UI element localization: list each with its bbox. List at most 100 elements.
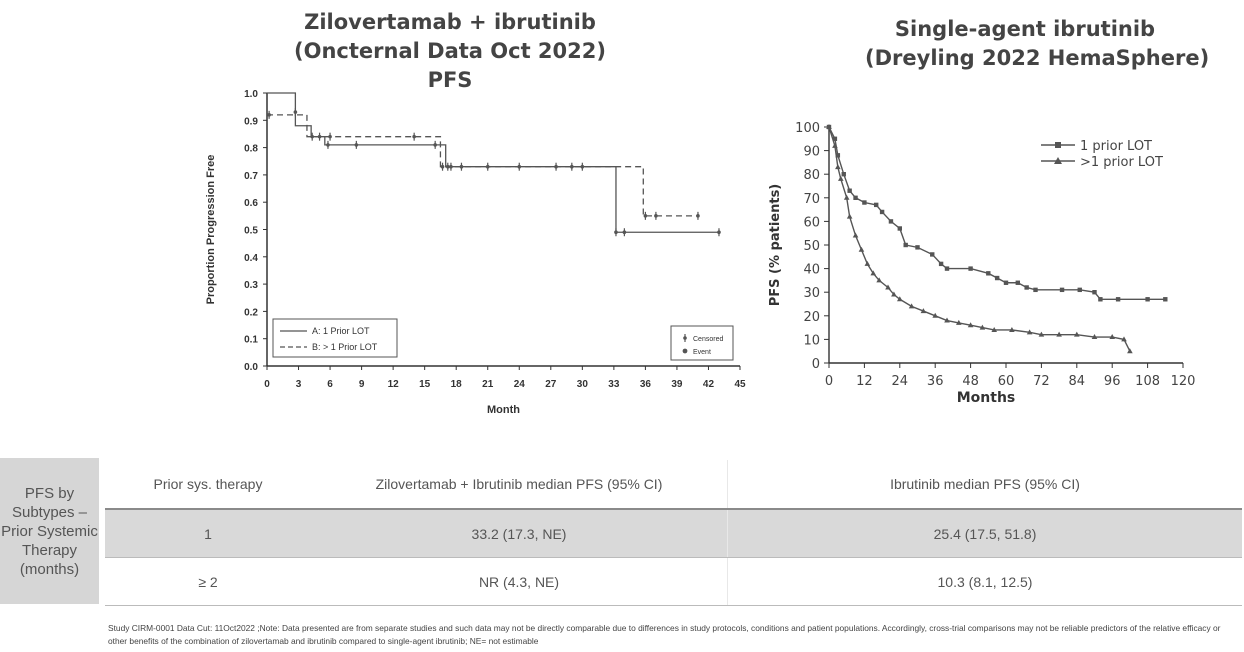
x-tick-label: 36 [640,379,652,390]
table-row: ≥ 2 NR (4.3, NE) 10.3 (8.1, 12.5) [105,557,1242,606]
x-tick-label: 96 [1104,374,1121,389]
series-line-a [267,92,719,233]
legend-event-marker [682,348,688,354]
right-chart-title: Single-agent ibrutinib (Dreyling 2022 He… [865,15,1209,73]
legend-censored-marker [683,336,687,340]
y-tick-label: 0.6 [244,198,258,209]
data-point [317,134,322,139]
data-point [412,134,416,139]
x-tick-label: 12 [856,374,873,389]
legend-label: Censored [693,336,723,343]
y-tick-label: 0 [812,357,820,372]
data-point [853,195,858,200]
x-tick-label: 30 [577,379,589,390]
y-tick-label: 0.0 [244,362,258,373]
data-point [1056,331,1062,337]
left-chart-title-line-1: Zilovertamab + ibrutinib [304,10,596,34]
data-point [968,266,973,271]
data-point [1074,331,1080,337]
data-point [1026,329,1033,335]
data-point [852,232,859,238]
y-tick-label: 0.1 [244,335,258,346]
data-point [1033,287,1038,293]
data-point [944,266,950,271]
x-tick-label: 15 [419,379,431,390]
data-point [1009,326,1015,332]
y-tick-label: 60 [803,215,820,230]
data-point [696,214,700,218]
y-tick-label: 10 [803,333,820,348]
legend-box [272,318,398,358]
data-point [874,202,879,208]
y-axis-label: PFS (% patients) [768,184,783,307]
data-point [843,194,850,200]
right-chart-title-line-1: Single-agent ibrutinib [894,17,1156,41]
data-point [915,245,920,250]
data-point [864,260,871,266]
x-tick-label: 39 [671,379,683,390]
data-point [903,242,908,248]
data-point [847,188,852,193]
data-point [897,296,903,302]
data-point [614,230,618,235]
x-tick-label: 48 [962,374,979,389]
x-tick-label: 12 [388,379,400,390]
y-tick-label: 70 [803,192,820,207]
x-tick-label: 18 [451,379,463,390]
data-point [310,134,314,139]
left-chart-title: Zilovertamab + ibrutinib (Oncternal Data… [265,8,635,95]
table-header-combo-pfs: Zilovertamab + Ibrutinib median PFS (95%… [311,460,728,510]
data-point [622,230,627,235]
table-cell: 33.2 (17.3, NE) [311,509,728,558]
data-point [1109,334,1115,340]
data-point [445,164,450,169]
x-tick-label: 42 [703,379,715,390]
table-header-row: Prior sys. therapy Zilovertamab + Ibruti… [105,460,1242,510]
data-point [838,175,844,181]
data-point [938,261,944,267]
x-tick-label: 45 [734,379,746,390]
x-tick-label: 24 [514,379,526,390]
x-tick-label: 60 [998,374,1015,389]
data-point [328,134,332,139]
x-tick-label: 0 [264,379,270,390]
x-tick-label: 21 [482,379,494,390]
data-point [654,214,658,218]
data-point [862,200,867,205]
y-tick-label: 0.8 [244,144,258,155]
data-point [459,164,464,169]
table-row: 1 33.2 (17.3, NE) 25.4 (17.5, 51.8) [105,509,1242,558]
data-point [267,113,271,117]
data-point [835,164,841,170]
table-cell: ≥ 2 [105,557,311,606]
data-point [1024,285,1029,290]
data-point [986,271,991,276]
x-tick-label: 9 [359,379,365,390]
y-tick-label: 40 [803,263,820,278]
data-point [1015,280,1020,285]
data-point [944,317,950,323]
legend-label: B: > 1 Prior LOT [312,342,378,352]
y-tick-label: 0.9 [244,116,258,127]
data-point [1115,297,1121,302]
data-point [580,164,585,169]
data-point [1098,297,1103,302]
left-chart-title-line-3: PFS [427,68,473,92]
data-point [1091,334,1098,340]
x-tick-label: 84 [1069,374,1086,389]
x-tick-label: 33 [608,379,620,390]
x-axis-label: Month [487,404,520,416]
table-cell: 1 [105,509,311,558]
data-point [1127,348,1133,354]
y-tick-label: 20 [803,310,820,325]
data-point [879,209,885,215]
data-point [1038,331,1045,337]
data-point [717,230,721,235]
x-tick-label: 0 [825,374,833,389]
x-tick-label: 3 [296,379,302,390]
table-side-label-text: PFS by Subtypes – Prior Systemic Therapy… [1,484,98,578]
x-tick-label: 24 [892,374,909,389]
data-point [293,110,298,114]
